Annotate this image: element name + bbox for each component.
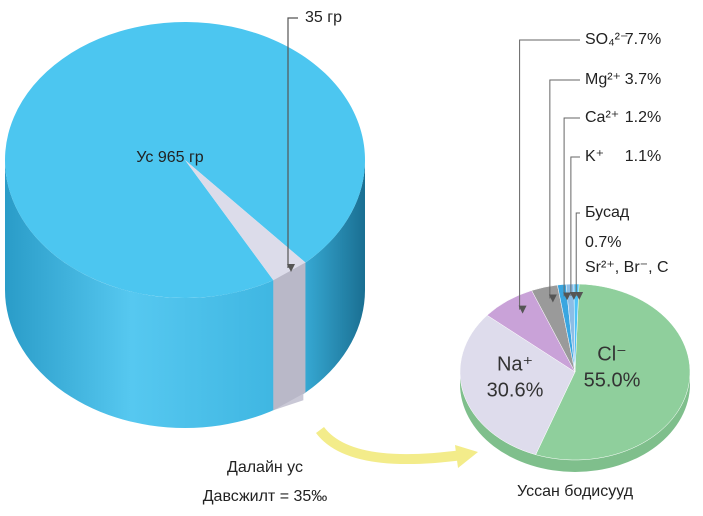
legend-label: K⁺ [585, 148, 604, 165]
flow-arrow [316, 426, 463, 465]
leader [569, 156, 580, 300]
slice-label: Cl⁻ [597, 343, 626, 365]
flow-arrow-head [455, 445, 478, 468]
legend-label: Ca²⁺ [585, 109, 619, 126]
slice-label: Na⁺ [497, 353, 533, 375]
cut-face [273, 262, 306, 411]
legend-value: 1.2% [625, 109, 661, 126]
slice [459, 314, 576, 455]
slice-value: 55.0% [584, 369, 641, 391]
leader [563, 117, 580, 301]
value-label: 35 гр [305, 9, 342, 26]
slice [5, 22, 365, 299]
legend-value: 7.7% [625, 31, 661, 48]
leader [548, 79, 580, 303]
leader [287, 17, 298, 272]
legend-label: SO₄²⁻ [585, 31, 628, 48]
leader [575, 212, 584, 300]
value-label: Ус 965 гр [136, 149, 204, 166]
slice [185, 160, 306, 281]
caption: Уссан бодисууд [517, 483, 634, 500]
legend-label: Mg²⁺ [585, 71, 621, 88]
leader [518, 39, 580, 314]
slice [535, 283, 691, 461]
note: Sr²⁺, Br⁻, C [585, 259, 669, 276]
legend-label: Бусад [585, 204, 630, 221]
legend-value: 0.7% [585, 234, 621, 251]
legend-value: 3.7% [625, 71, 661, 88]
legend-value: 1.1% [625, 148, 661, 165]
slice-value: 30.6% [487, 379, 544, 401]
caption: Далайн ус [227, 459, 303, 476]
caption: Давсжилт = 35‰ [203, 488, 328, 505]
